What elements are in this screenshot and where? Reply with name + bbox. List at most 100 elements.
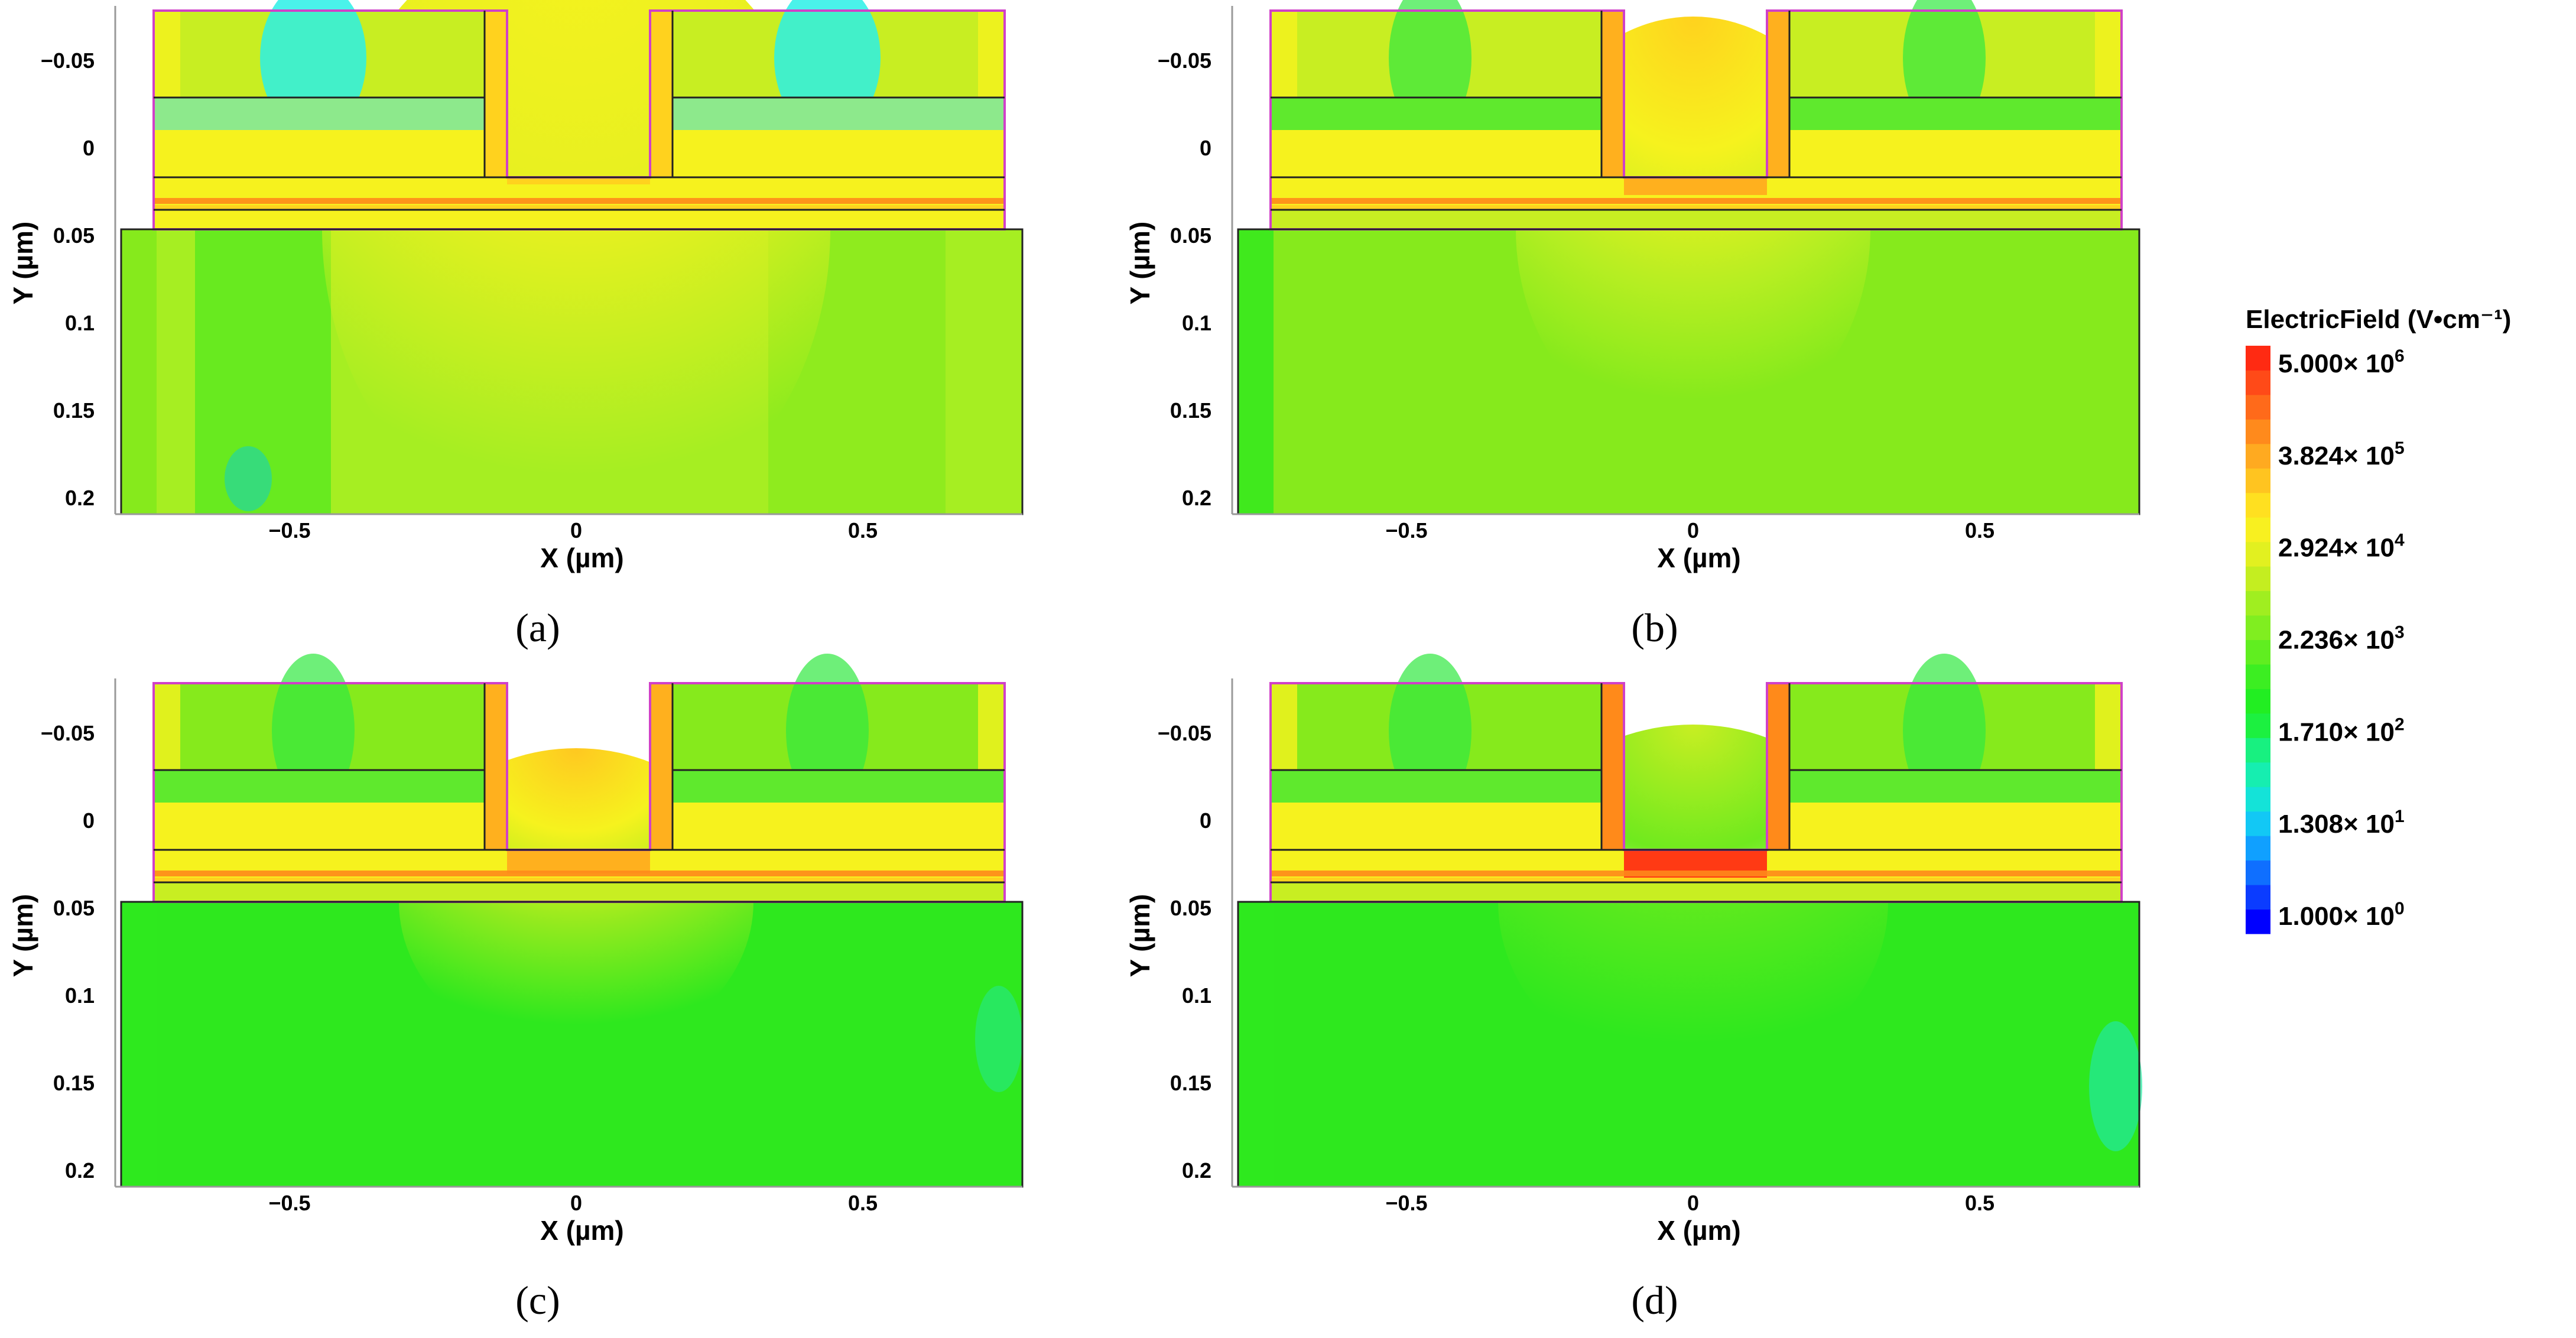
y-tick-label: 0.15 (1170, 398, 1211, 423)
y-tick-label: 0.15 (1170, 1071, 1211, 1095)
substrate-left-edge (121, 902, 157, 1187)
gate-bottom-field (1624, 850, 1767, 882)
y-tick-label: −0.05 (1158, 721, 1211, 745)
buffer-layer (154, 882, 1005, 902)
x-tick-label: −0.5 (268, 518, 310, 543)
colorbar-tick-label: 3.824× 105 (2278, 439, 2405, 470)
right-upper-band (673, 98, 1005, 130)
panel-d: −0.05 0 0.05 0.1 0.15 0.2 −0.5 0 0.5 X (µm) Y (µm)… (1125, 654, 2142, 1323)
panel-caption: (a) (515, 605, 560, 650)
heterointerface-band (154, 198, 1005, 204)
heterointerface-band (1271, 198, 2122, 204)
left-upper-band (154, 770, 485, 803)
2deg-band (154, 878, 1005, 882)
buffer-layer (1271, 882, 2122, 902)
substrate-left-edge (1238, 902, 1274, 1187)
substrate-cyan-spot (225, 446, 272, 511)
y-tick-label: −0.05 (1158, 48, 1211, 73)
left-gate-sidewall (485, 11, 507, 177)
x-tick-label: −0.5 (1385, 518, 1427, 543)
colorbar-swatch (2246, 419, 2270, 444)
colorbar-swatch (2246, 787, 2270, 812)
y-tick-label: 0.05 (53, 896, 95, 920)
colorbar-tick-label: 2.236× 103 (2278, 623, 2405, 655)
cool-field-spot (1389, 654, 1471, 807)
left-upper-band (154, 98, 485, 130)
colorbar-swatch (2246, 541, 2270, 567)
substrate-left-edge (1238, 229, 1274, 514)
cool-field-spot (1903, 654, 1986, 807)
colorbar-tick-label: 1.308× 101 (2278, 807, 2405, 839)
panel-caption: (c) (515, 1278, 560, 1323)
colorbar-swatch (2246, 566, 2270, 592)
gate-bottom-field (507, 850, 650, 873)
y-tick-label: 0.2 (65, 1158, 95, 1183)
y-axis-label: Y (µm) (1125, 222, 1155, 305)
colorbar-swatch (2246, 639, 2270, 665)
panel-caption: (b) (1631, 605, 1678, 650)
colorbar-swatch (2246, 811, 2270, 836)
colorbar-swatch (2246, 738, 2270, 763)
colorbar-swatch (2246, 517, 2270, 543)
colorbar-swatch (2246, 468, 2270, 493)
right-gate-sidewall (1767, 11, 1789, 177)
y-axis-label: Y (µm) (1125, 894, 1155, 977)
y-tick-label: 0 (83, 808, 95, 833)
x-tick-label: 0.5 (1965, 1191, 1994, 1215)
x-tick-label: −0.5 (268, 1191, 310, 1215)
panel-caption: (d) (1631, 1278, 1678, 1323)
y-tick-label: 0.2 (65, 486, 95, 510)
y-tick-label: 0.2 (1182, 1158, 1211, 1183)
buffer-layer (1271, 210, 2122, 229)
panel-b: −0.05 0 0.05 0.1 0.15 0.2 −0.5 0 0.5 X (µm) Y (µm)… (1125, 0, 2140, 650)
x-tick-label: −0.5 (1385, 1191, 1427, 1215)
y-tick-label: 0.05 (1170, 896, 1211, 920)
y-tick-label: −0.05 (41, 48, 95, 73)
gate-bottom-field (1624, 177, 1767, 195)
y-axis-label: Y (µm) (8, 222, 38, 305)
colorbar-swatch (2246, 615, 2270, 640)
left-gate-sidewall (1602, 11, 1624, 177)
left-gate-sidewall (485, 683, 507, 850)
buffer-layer (154, 210, 1005, 229)
y-tick-label: 0.1 (65, 983, 95, 1008)
right-gate-sidewall (650, 11, 673, 177)
left-upper-band (1271, 98, 1602, 130)
x-tick-label: 0.5 (848, 1191, 878, 1215)
colorbar-swatch (2246, 394, 2270, 420)
heterointerface-band (154, 871, 1005, 876)
2deg-band (1271, 878, 2122, 882)
colorbar: ElectricField (V•cm⁻¹) 5.000× 106 3.824× … (2246, 305, 2511, 934)
colorbar-swatch (2246, 885, 2270, 910)
y-tick-label: 0.2 (1182, 486, 1211, 510)
y-tick-label: 0 (1200, 136, 1211, 160)
colorbar-swatch (2246, 762, 2270, 787)
colorbar-swatch (2246, 443, 2270, 469)
x-tick-label: 0 (570, 1191, 582, 1215)
colorbar-swatch (2246, 492, 2270, 518)
y-tick-label: 0.1 (65, 311, 95, 335)
colorbar-tick-label: 5.000× 106 (2278, 346, 2405, 378)
colorbar-swatch (2246, 713, 2270, 738)
x-tick-label: 0 (1687, 518, 1699, 543)
right-upper-band (1789, 98, 2122, 130)
substrate-cyan-spot (2089, 1021, 2142, 1151)
left-upper-band (1271, 770, 1602, 803)
colorbar-swatch (2246, 909, 2270, 934)
y-tick-label: 0.05 (53, 223, 95, 248)
x-axis-label: X (µm) (1657, 543, 1741, 573)
panel-a: −0.05 0 0.05 0.1 0.15 0.2 −0.5 0 0.5 X (µm) Y (µm)… (8, 0, 1024, 650)
colorbar-swatch (2246, 346, 2270, 371)
substrate-cyan-spot (975, 986, 1022, 1092)
x-tick-label: 0 (1687, 1191, 1699, 1215)
y-tick-label: −0.05 (41, 721, 95, 745)
colorbar-swatch (2246, 590, 2270, 616)
right-gate-sidewall (650, 683, 673, 850)
right-gate-sidewall (1767, 683, 1789, 850)
x-axis-label: X (µm) (1657, 1215, 1741, 1246)
y-tick-label: 0.15 (53, 1071, 95, 1095)
2deg-band (1271, 205, 2122, 210)
right-upper-band (673, 770, 1005, 803)
cool-field-spot (786, 654, 869, 807)
